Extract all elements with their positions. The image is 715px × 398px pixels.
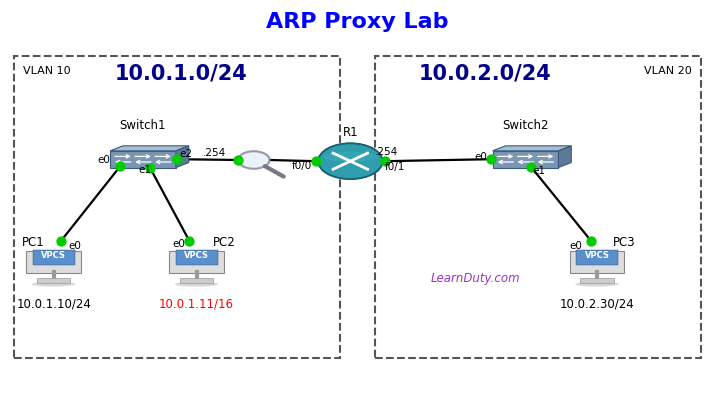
Text: ARP Proxy Lab: ARP Proxy Lab (266, 12, 449, 32)
Text: e1: e1 (532, 166, 545, 176)
Point (379, 158, 390, 164)
Point (184, 238, 195, 244)
Point (310, 158, 322, 164)
Text: VLAN 10: VLAN 10 (23, 66, 71, 76)
FancyBboxPatch shape (37, 278, 70, 283)
Text: e2: e2 (179, 149, 192, 160)
Point (485, 156, 497, 162)
Text: .254: .254 (375, 147, 398, 158)
FancyBboxPatch shape (32, 250, 75, 265)
Text: VPCS: VPCS (41, 251, 66, 260)
Point (526, 164, 537, 170)
Text: Switch2: Switch2 (502, 119, 549, 132)
Ellipse shape (175, 282, 218, 287)
Circle shape (318, 143, 383, 179)
Point (586, 238, 597, 244)
FancyBboxPatch shape (576, 250, 618, 265)
Ellipse shape (321, 168, 379, 174)
Text: 10.0.2.30/24: 10.0.2.30/24 (560, 298, 634, 311)
Point (172, 156, 183, 162)
Polygon shape (493, 151, 558, 168)
Point (232, 157, 244, 163)
Text: e0: e0 (97, 155, 110, 166)
Point (144, 165, 156, 171)
Text: VPCS: VPCS (585, 251, 609, 260)
FancyBboxPatch shape (175, 250, 218, 265)
Point (114, 163, 126, 170)
Polygon shape (110, 146, 189, 151)
Text: 10.0.2.0/24: 10.0.2.0/24 (418, 64, 551, 84)
Text: e1: e1 (139, 165, 152, 176)
Text: e0: e0 (172, 238, 185, 249)
Text: e0: e0 (69, 241, 82, 251)
Polygon shape (493, 146, 571, 151)
FancyBboxPatch shape (581, 278, 613, 283)
FancyBboxPatch shape (14, 56, 340, 358)
Text: 10.0.1.11/16: 10.0.1.11/16 (159, 298, 234, 311)
Text: VLAN 20: VLAN 20 (644, 66, 692, 76)
Text: PC2: PC2 (212, 236, 235, 249)
FancyBboxPatch shape (375, 56, 701, 358)
Ellipse shape (323, 152, 378, 162)
Polygon shape (110, 151, 176, 168)
Circle shape (238, 151, 270, 169)
Text: VPCS: VPCS (184, 251, 209, 260)
Text: e0: e0 (475, 152, 488, 162)
FancyBboxPatch shape (169, 251, 224, 273)
Text: 10.0.1.0/24: 10.0.1.0/24 (114, 64, 247, 84)
Text: R1: R1 (342, 126, 358, 139)
Text: PC3: PC3 (613, 236, 636, 249)
Text: .254: .254 (203, 148, 226, 158)
Text: f0/1: f0/1 (385, 162, 405, 172)
Point (55, 238, 66, 244)
FancyBboxPatch shape (26, 251, 81, 273)
Text: Switch1: Switch1 (119, 119, 167, 132)
Polygon shape (558, 146, 571, 168)
Text: f0/0: f0/0 (292, 161, 312, 171)
FancyBboxPatch shape (570, 251, 624, 273)
Ellipse shape (32, 282, 75, 287)
Text: e0: e0 (569, 241, 582, 251)
Text: PC1: PC1 (22, 236, 45, 249)
Polygon shape (176, 146, 189, 168)
FancyBboxPatch shape (180, 278, 213, 283)
Ellipse shape (576, 282, 618, 287)
Text: LearnDuty.com: LearnDuty.com (430, 272, 521, 285)
Text: 10.0.1.10/24: 10.0.1.10/24 (16, 298, 91, 311)
